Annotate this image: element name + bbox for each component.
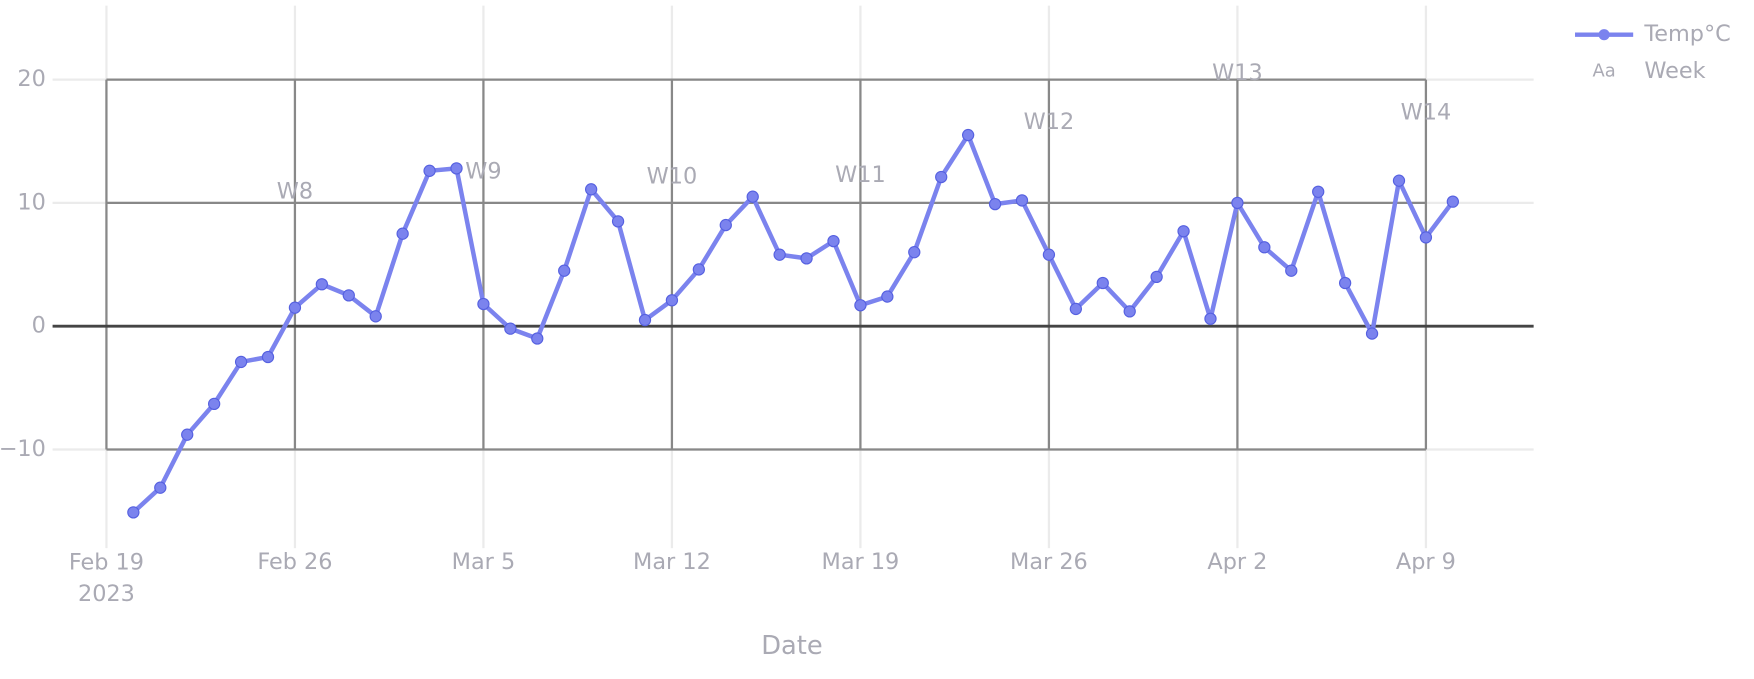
point [692, 263, 706, 276]
point [1204, 312, 1217, 325]
point [396, 227, 409, 240]
point [154, 481, 167, 494]
point [611, 215, 625, 228]
x-tick-label: Apr 9 [1396, 549, 1456, 575]
x-tick-label: Mar 12 [633, 549, 711, 575]
point [181, 428, 194, 441]
point [1123, 305, 1136, 318]
point [1312, 185, 1325, 198]
y-tick-label: 20 [17, 66, 45, 92]
y-tick-label: 10 [17, 189, 45, 215]
point [961, 128, 975, 142]
point [988, 197, 1002, 211]
point [746, 190, 759, 203]
series-line [131, 132, 1455, 515]
point [369, 310, 382, 323]
point [477, 297, 490, 311]
point [1042, 248, 1056, 261]
point [504, 322, 517, 335]
point [800, 252, 813, 265]
week-label: W12 [1024, 109, 1075, 135]
legend-label: Week [1644, 58, 1705, 84]
point [1365, 327, 1379, 340]
point [207, 397, 221, 411]
week-label: W14 [1401, 99, 1452, 125]
point [531, 332, 544, 345]
point [234, 355, 248, 369]
point [315, 278, 329, 291]
x-tick-label: Feb 19 2023 [69, 549, 144, 606]
point [908, 246, 921, 259]
point [423, 164, 436, 177]
point [450, 162, 463, 175]
point [719, 218, 732, 232]
y-tick-label: 0 [32, 313, 46, 339]
point [1419, 231, 1433, 244]
x-axis-title: Date [761, 631, 822, 661]
point [854, 299, 867, 312]
point [1446, 195, 1459, 208]
x-tick-label: Feb 26 [257, 549, 332, 575]
x-tick-label: Mar 26 [1010, 549, 1088, 575]
point [1069, 302, 1083, 316]
point [127, 506, 140, 519]
point [558, 264, 571, 277]
point [1285, 264, 1298, 277]
x-tick-label: Mar 19 [822, 549, 900, 575]
point [584, 183, 598, 196]
point [1258, 241, 1271, 254]
point [665, 294, 679, 307]
week-label: W9 [465, 159, 501, 185]
legend-symbol: Aa [1593, 61, 1616, 82]
week-label: W10 [647, 163, 698, 189]
week-label: W13 [1212, 60, 1263, 86]
point [1338, 276, 1352, 290]
point [1392, 174, 1406, 187]
x-tick-label: Apr 2 [1207, 549, 1267, 575]
point [638, 313, 652, 327]
point [288, 301, 302, 314]
point [881, 290, 894, 303]
legend-marker [1598, 29, 1610, 41]
point [1231, 196, 1244, 210]
y-tick-label: −10 [0, 436, 46, 462]
point [1096, 276, 1109, 290]
point [773, 248, 786, 261]
week-label: W8 [277, 178, 313, 204]
point [935, 170, 948, 184]
x-tick-label: Mar 5 [452, 549, 516, 575]
point [1150, 270, 1163, 284]
point [1015, 194, 1029, 207]
point [261, 350, 275, 364]
point [827, 234, 840, 248]
point [342, 289, 355, 302]
legend-label: Temp°C [1643, 21, 1730, 47]
week-label: W11 [835, 162, 886, 188]
point [1177, 225, 1190, 238]
